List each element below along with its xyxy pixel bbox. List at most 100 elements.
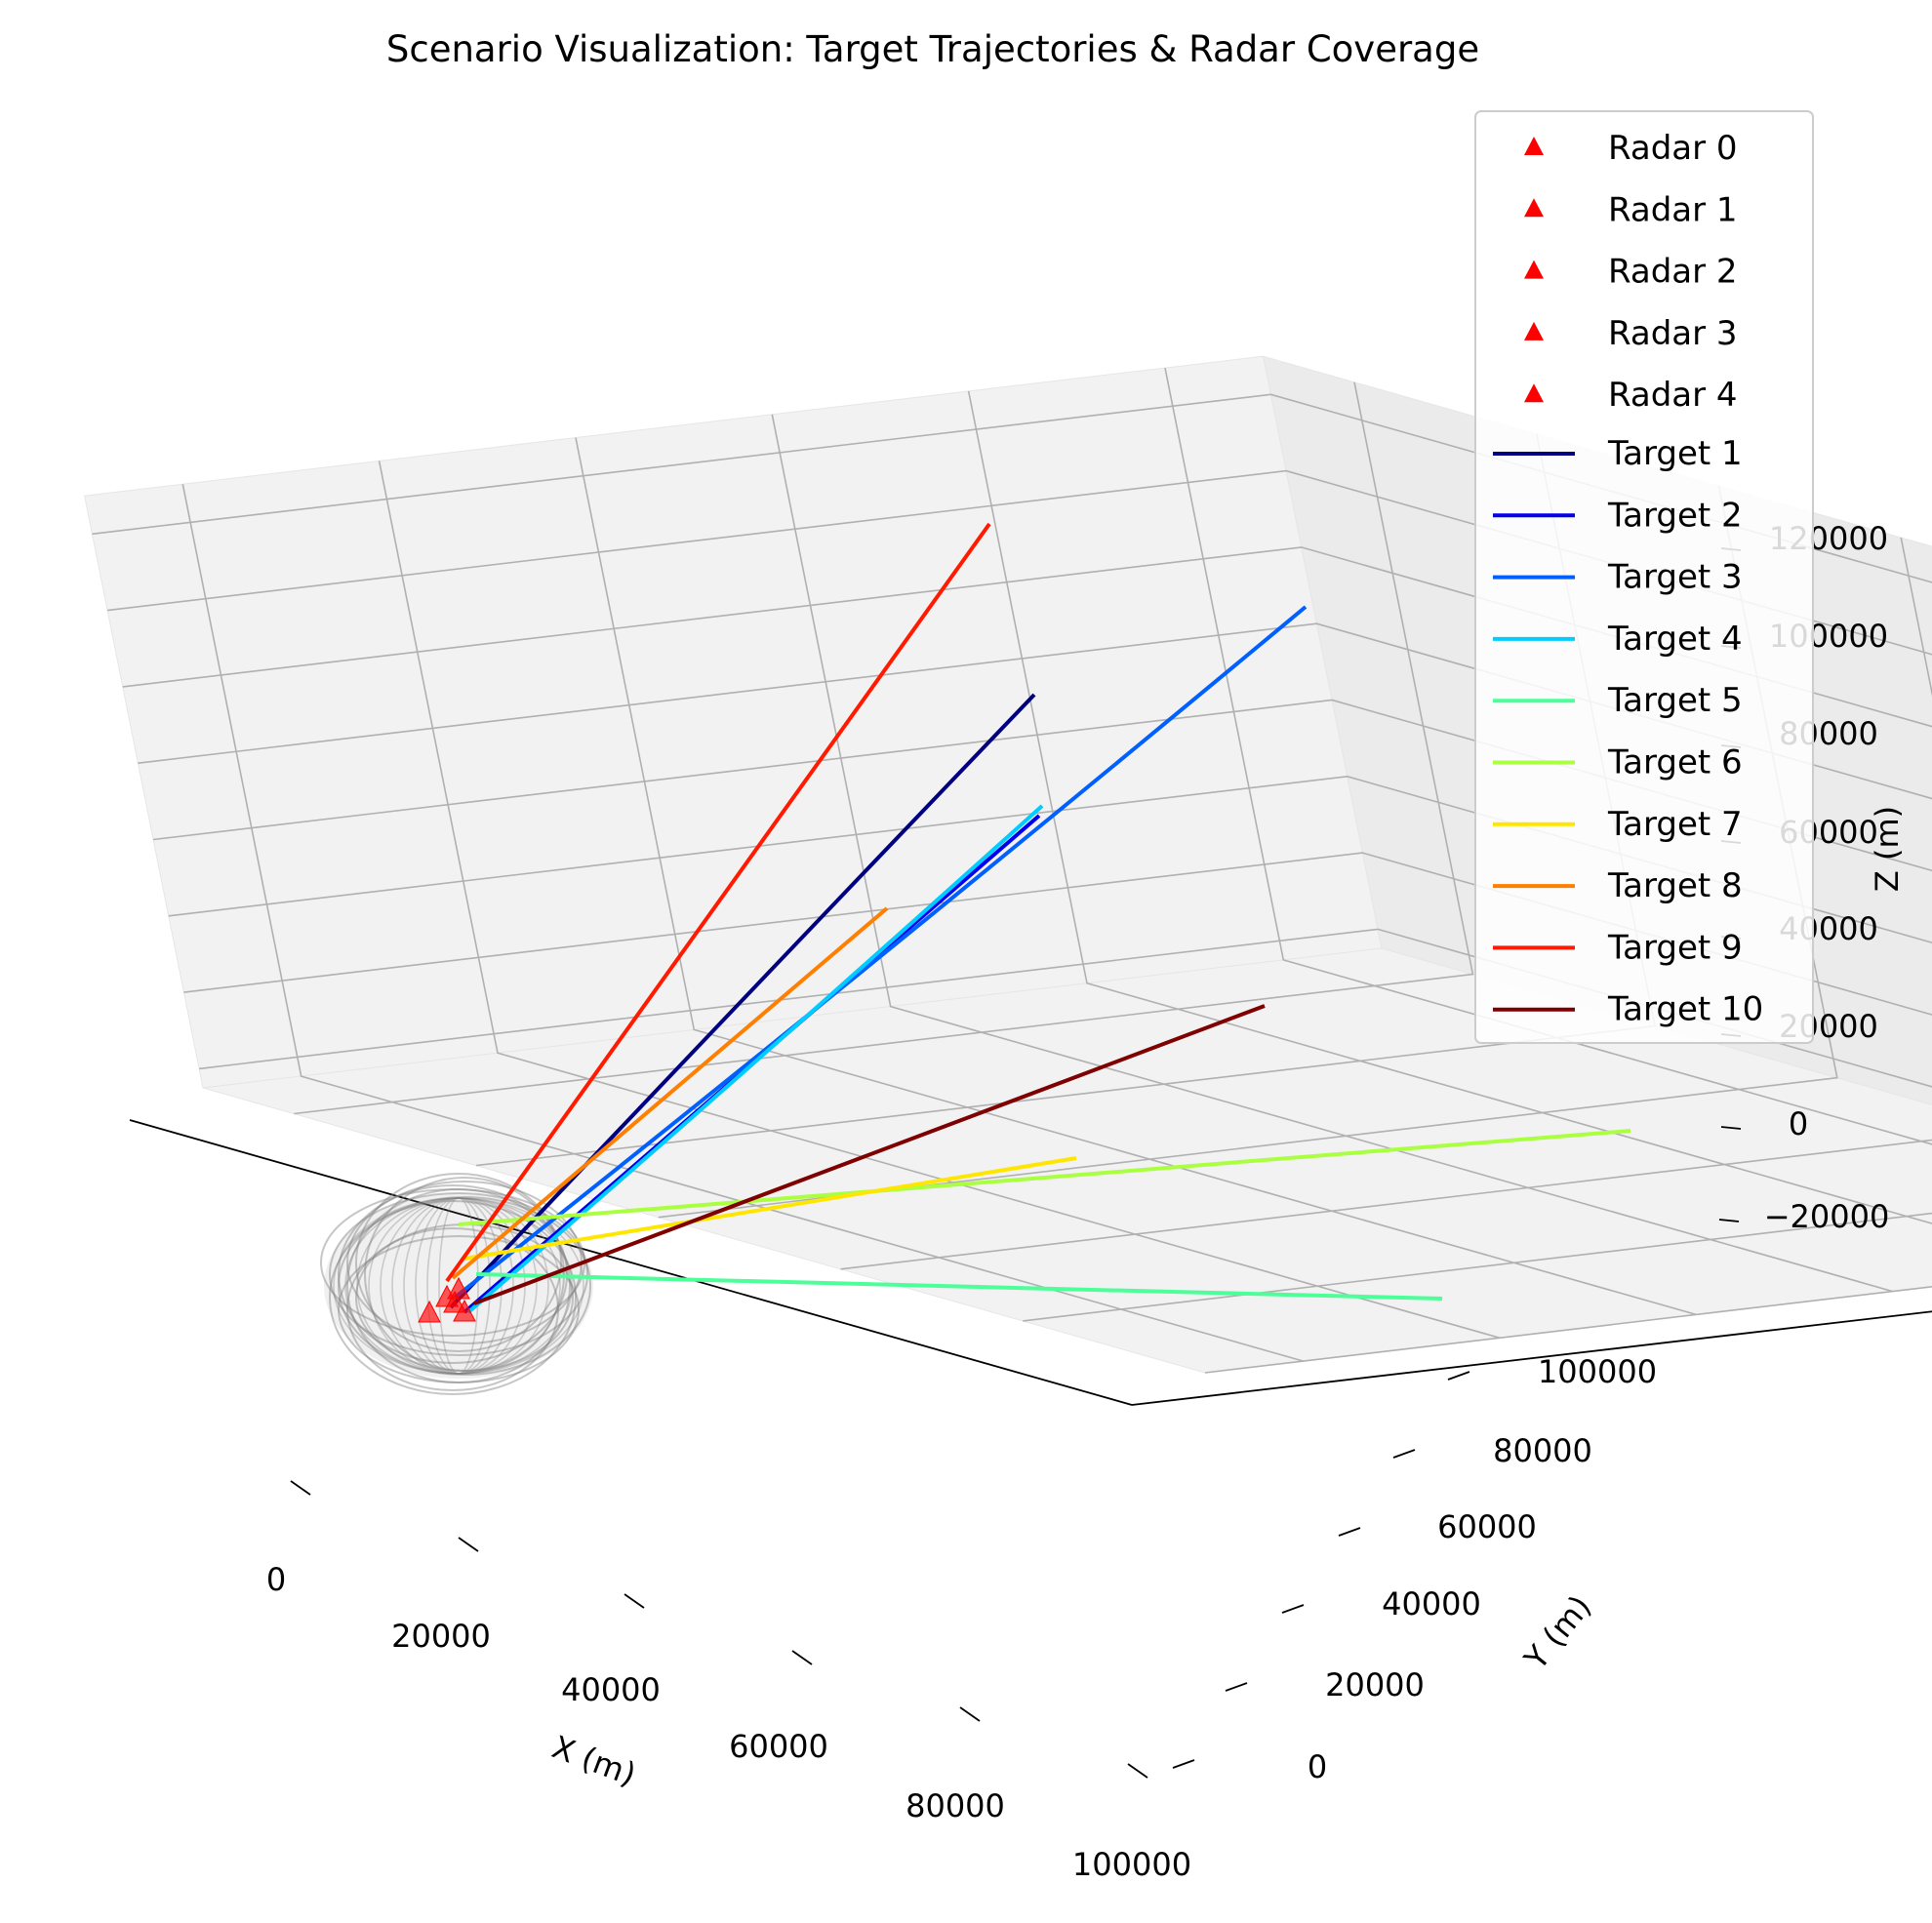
legend-label: Radar 1 <box>1608 190 1738 229</box>
chart-title: Scenario Visualization: Target Trajector… <box>386 28 1479 70</box>
x-tick-mark <box>624 1593 645 1609</box>
legend-radar-marker <box>1524 321 1544 341</box>
legend: Radar 0 Radar 1 Radar 2 Radar 3 Radar 4 Targe… <box>1474 110 1814 1044</box>
z-tick-label: 0 <box>1789 1105 1808 1142</box>
legend-label: Radar 0 <box>1608 129 1738 168</box>
y-axis-label: Y (m) <box>1516 1588 1598 1677</box>
z-tick-label: −20000 <box>1764 1198 1890 1235</box>
legend-label: Target 7 <box>1607 805 1743 844</box>
radar-marker <box>443 1290 466 1313</box>
trajectory-target-7 <box>463 1156 1077 1261</box>
coverage-ring <box>346 1188 571 1383</box>
grid-line-z <box>168 775 1932 943</box>
grid-line-y <box>771 414 1893 1293</box>
legend-label: Target 10 <box>1607 990 1763 1029</box>
legend-label: Target 4 <box>1607 620 1743 659</box>
legend-box <box>1474 110 1814 1044</box>
grid-line-z <box>92 393 1932 583</box>
x-tick-mark <box>458 1537 479 1552</box>
grid-lines <box>92 367 1932 1374</box>
coverage-meridian <box>438 1197 479 1375</box>
trajectory-target-5 <box>475 1272 1443 1301</box>
y-tick-label: 40000 <box>1382 1585 1481 1623</box>
y-tick-mark <box>1172 1759 1195 1769</box>
legend-label: Radar 3 <box>1608 314 1738 353</box>
axis-lines <box>129 1119 1932 1406</box>
coverage-ring <box>338 1235 580 1383</box>
x-axis-line <box>129 1119 1133 1406</box>
coverage-ring <box>338 1184 568 1364</box>
trajectory-target-8 <box>451 906 889 1280</box>
y-tick-mark <box>1447 1371 1470 1381</box>
legend-label: Radar 2 <box>1608 253 1738 292</box>
coverage-ring <box>346 1227 559 1391</box>
y-tick-mark <box>1281 1604 1305 1614</box>
x-tick-mark <box>290 1480 311 1496</box>
legend-label: Target 9 <box>1607 928 1743 967</box>
legend-radar-marker <box>1524 137 1544 155</box>
coverage-meridian <box>403 1197 514 1375</box>
legend-label: Target 2 <box>1607 496 1743 535</box>
radar-marker <box>418 1300 441 1323</box>
grid-line-y <box>967 390 1932 1224</box>
legend-radar-marker <box>1524 198 1544 218</box>
grid-line-y <box>181 484 1304 1362</box>
grid-line-z <box>199 928 1932 1088</box>
radar-markers <box>418 1276 476 1323</box>
coverage-meridian <box>380 1197 538 1375</box>
legend-label: Target 8 <box>1607 866 1743 905</box>
grid-line-x <box>1023 1212 1932 1322</box>
legend-label: Radar 4 <box>1608 376 1738 415</box>
grid-line-z <box>107 469 1932 656</box>
grid-line-y <box>378 461 1501 1340</box>
x-tick-label: 0 <box>266 1561 286 1598</box>
coverage-ring <box>338 1196 591 1376</box>
coverage-meridian <box>333 1197 584 1375</box>
coverage-ring <box>364 1177 565 1372</box>
grid-line-z <box>138 622 1932 800</box>
coverage-ring <box>355 1173 562 1352</box>
z-axis-label: Z (m) <box>1869 806 1906 892</box>
x-tick-label: 60000 <box>729 1728 828 1765</box>
legend-label: Target 1 <box>1607 434 1743 473</box>
coverage-meridian <box>426 1197 491 1375</box>
coverage-meridian <box>356 1197 561 1375</box>
tick-labels: 0 20000 40000 60000 80000 100000 0 20000 40000 60… <box>266 520 1889 1883</box>
trajectory-target-1 <box>449 693 1036 1309</box>
legend-radar-marker <box>1524 260 1544 279</box>
y-tick-label: 0 <box>1308 1748 1327 1785</box>
x-tick-label: 20000 <box>391 1618 491 1655</box>
trajectory-target-9 <box>445 522 991 1283</box>
grid-line-y <box>1164 367 1932 1145</box>
legend-label: Target 3 <box>1607 558 1743 597</box>
coverage-ring <box>329 1192 588 1356</box>
trajectory-target-3 <box>453 605 1308 1300</box>
y-tick-mark <box>1225 1682 1248 1692</box>
grid-line-z <box>122 546 1932 728</box>
z-tick-mark <box>1720 1126 1742 1130</box>
x-axis-label: X (m) <box>547 1728 641 1792</box>
x-tick-label: 80000 <box>906 1787 1005 1824</box>
x-tick-mark <box>1127 1763 1148 1779</box>
coverage-ring <box>329 1200 577 1395</box>
grid-line-x <box>294 381 1474 1115</box>
grid-line-x <box>1204 1286 1932 1374</box>
x-tick-mark <box>959 1706 981 1722</box>
z-tick-mark <box>1718 1219 1740 1222</box>
legend-label: Target 5 <box>1607 681 1743 720</box>
legend-label: Target 6 <box>1607 743 1743 782</box>
trajectory-target-6 <box>458 1129 1631 1226</box>
grid-line-z <box>183 852 1932 1016</box>
y-tick-label: 20000 <box>1325 1666 1425 1703</box>
grid-line-y <box>575 437 1697 1316</box>
y-tick-label: 80000 <box>1493 1432 1592 1469</box>
coverage-meridian <box>368 1197 549 1375</box>
y-tick-label: 60000 <box>1437 1508 1537 1545</box>
coverage-meridian <box>344 1197 573 1375</box>
grid-line-x <box>840 537 1932 1270</box>
y-tick-label: 100000 <box>1538 1353 1657 1390</box>
y-tick-mark <box>1392 1449 1416 1459</box>
grid-line-z <box>153 699 1932 872</box>
trajectory-series <box>445 522 1631 1314</box>
